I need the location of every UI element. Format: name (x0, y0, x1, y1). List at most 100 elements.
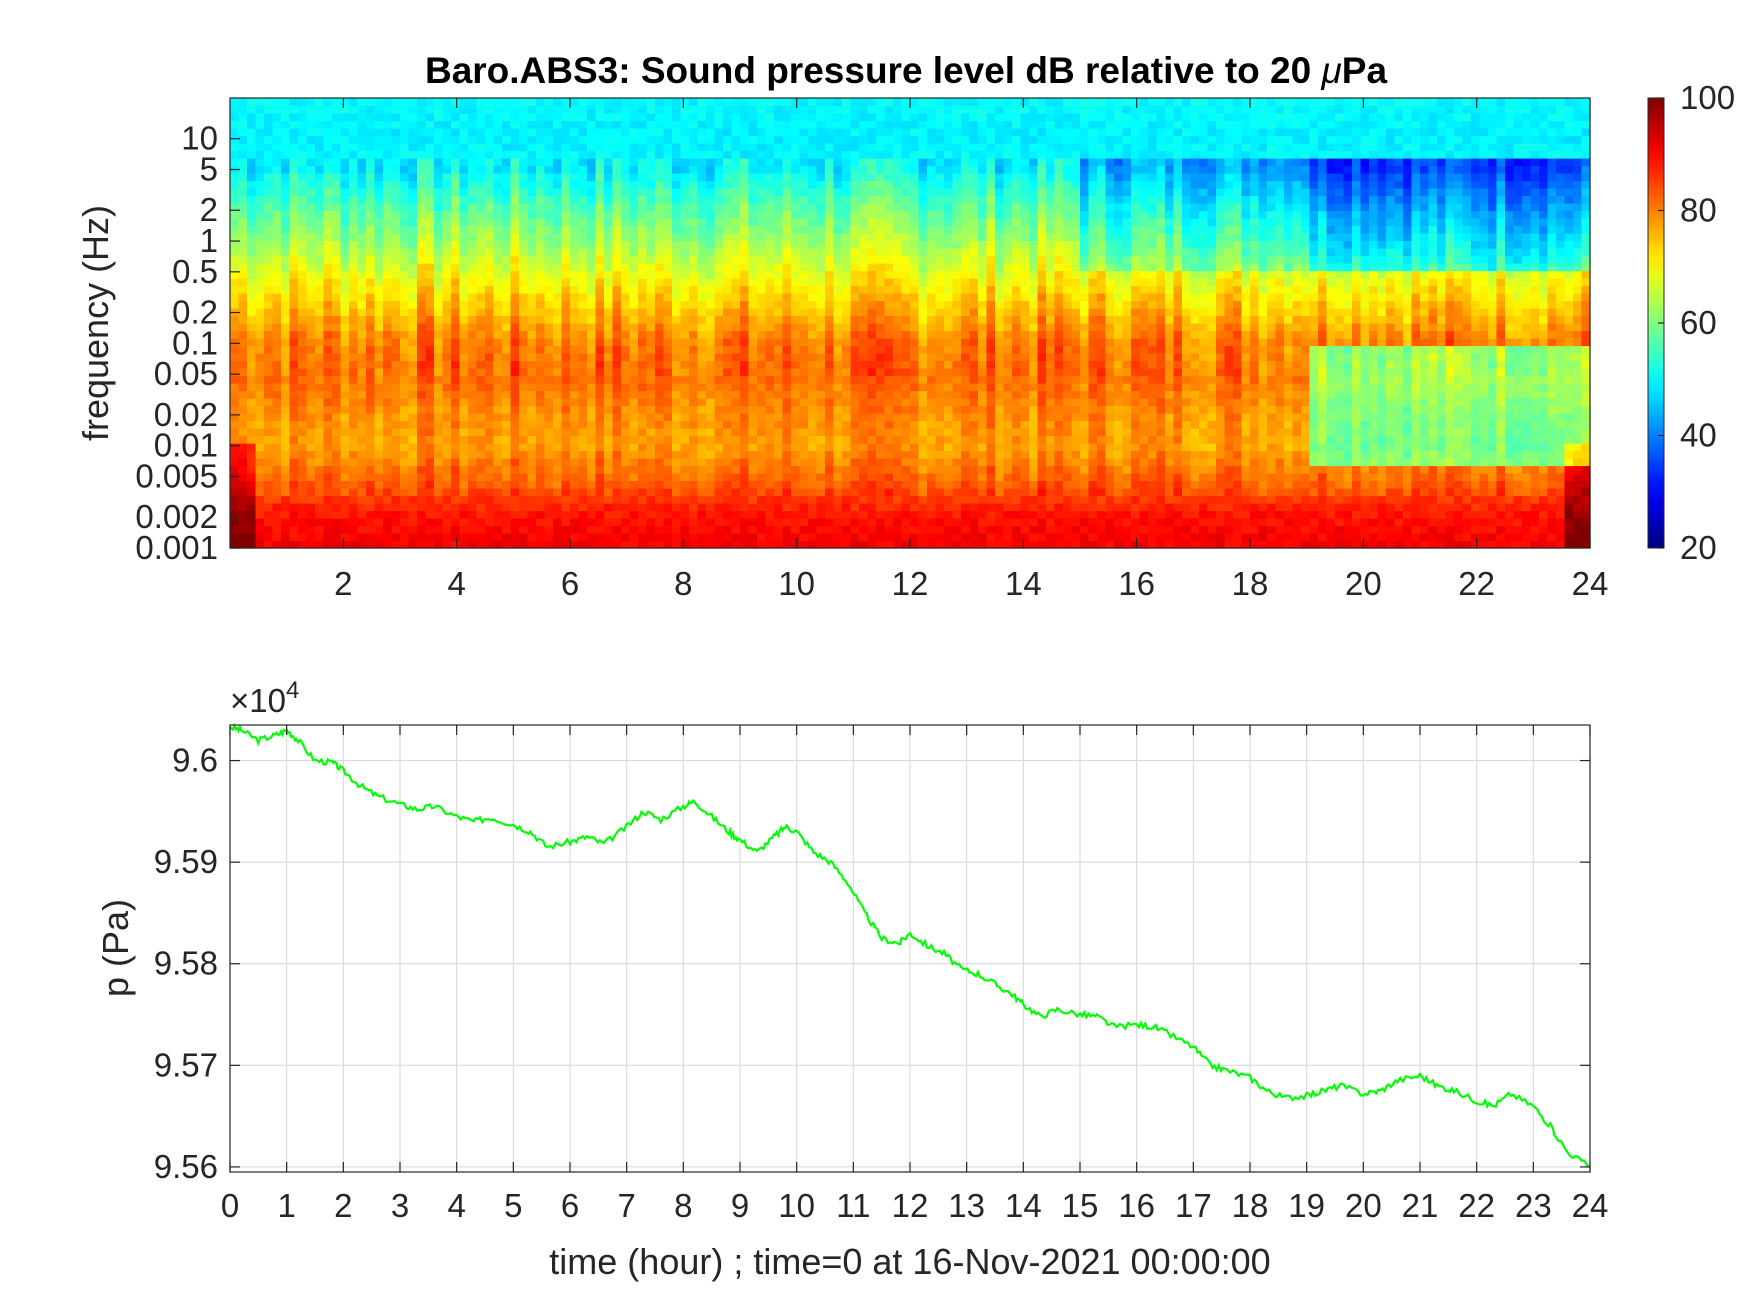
spectrogram-cell (731, 375, 741, 384)
spectrogram-cell (799, 210, 809, 219)
spectrogram-cell (799, 330, 809, 339)
spectrogram-cell (706, 300, 716, 309)
spectrogram-cell (451, 345, 461, 354)
spectrogram-cell (272, 435, 282, 444)
spectrogram-cell (612, 120, 622, 129)
spectrogram-cell (527, 150, 537, 159)
spectrogram-cell (442, 173, 452, 182)
spectrogram-cell (867, 495, 877, 504)
spectrogram-cell (629, 368, 639, 377)
spectrogram-cell (425, 338, 435, 347)
spectrogram-cell (723, 263, 733, 272)
spectrogram-cell (833, 525, 843, 534)
spectrogram-cell (417, 353, 427, 362)
spectrogram-cell (247, 360, 257, 369)
spectrogram-cell (884, 533, 894, 542)
spectrogram-cell (383, 180, 393, 189)
spectrogram-cell (697, 428, 707, 437)
spectrogram-cell (493, 218, 503, 227)
spectrogram-cell (910, 135, 920, 144)
spectrogram-cell (383, 113, 393, 122)
spectrogram-cell (349, 293, 359, 302)
spectrogram-cell (417, 128, 427, 137)
spectrogram-cell (910, 450, 920, 459)
spectrogram-cell (663, 195, 673, 204)
spectrogram-cell (400, 158, 410, 167)
spectrogram-cell (910, 368, 920, 377)
spectrogram-cell (442, 113, 452, 122)
spectrogram-cell (808, 375, 818, 384)
spectrogram-cell (238, 420, 248, 429)
spectrogram-cell (570, 353, 580, 362)
spectrogram-cell (816, 338, 826, 347)
spectrogram-cell (485, 330, 495, 339)
spectrogram-cell (706, 428, 716, 437)
spectrogram-cell (527, 345, 537, 354)
spectrogram-cell (434, 428, 444, 437)
spectrogram-cell (587, 278, 597, 287)
spectrogram-cell (859, 128, 869, 137)
spectrogram-cell (408, 293, 418, 302)
spectrogram-cell (459, 510, 469, 519)
spectrogram-cell (842, 120, 852, 129)
spectrogram-cell (765, 390, 775, 399)
spectrogram-cell (689, 480, 699, 489)
spectrogram-cell (884, 465, 894, 474)
spectrogram-cell (527, 420, 537, 429)
spectrogram-cell (553, 113, 563, 122)
spectrogram-cell (502, 330, 512, 339)
spectrogram-cell (867, 120, 877, 129)
spectrogram-cell (519, 240, 529, 249)
spectrogram-cell (825, 390, 835, 399)
spectrogram-cell (553, 263, 563, 272)
spectrogram-cell (791, 540, 801, 549)
spectrogram-cell (612, 383, 622, 392)
spectrogram-cell (544, 278, 554, 287)
spectrogram-cell (859, 405, 869, 414)
spectrogram-cell (298, 255, 308, 264)
spectrogram-cell (340, 263, 350, 272)
spectrogram-cell (731, 458, 741, 467)
spectrogram-cell (680, 293, 690, 302)
spectrogram-cell (595, 540, 605, 549)
spectrogram-cell (901, 420, 911, 429)
spectrogram-cell (332, 323, 342, 332)
spectrogram-cell (527, 120, 537, 129)
spectrogram-cell (417, 390, 427, 399)
spectrogram-cell (621, 188, 631, 197)
spectrogram-cell (332, 98, 342, 107)
spectrogram-cell (485, 458, 495, 467)
spectrogram-cell (799, 293, 809, 302)
spectrogram-cell (774, 450, 784, 459)
spectrogram-cell (417, 525, 427, 534)
spectrogram-cell (561, 158, 571, 167)
spectrogram-cell (859, 390, 869, 399)
spectrogram-cell (442, 98, 452, 107)
spectrogram-cell (876, 113, 886, 122)
spectrogram-cell (884, 105, 894, 114)
spectrogram-cell (442, 165, 452, 174)
spectrogram-cell (799, 308, 809, 317)
spectrogram-cell (782, 375, 792, 384)
spectrogram-cell (859, 270, 869, 279)
spectrogram-cell (366, 338, 376, 347)
spectrogram-cell (255, 450, 265, 459)
spectrogram-cell (680, 360, 690, 369)
spectrogram-cell (536, 105, 546, 114)
spectrogram-cell (298, 413, 308, 422)
spectrogram-cell (230, 120, 240, 129)
spectrogram-cell (289, 113, 299, 122)
spectrogram-cell (493, 540, 503, 549)
spectrogram-cell (451, 413, 461, 422)
spectrogram-cell (740, 450, 750, 459)
spectrogram-cell (901, 240, 911, 249)
spectrogram-cell (595, 330, 605, 339)
spectrogram-cell (417, 360, 427, 369)
spectrogram-cell (306, 345, 316, 354)
spectrogram-cell (893, 308, 903, 317)
spectrogram-cell (544, 435, 554, 444)
spectrogram-cell (366, 420, 376, 429)
spectrogram-cell (255, 113, 265, 122)
spectrogram-cell (842, 435, 852, 444)
spectrogram-cell (230, 443, 240, 452)
